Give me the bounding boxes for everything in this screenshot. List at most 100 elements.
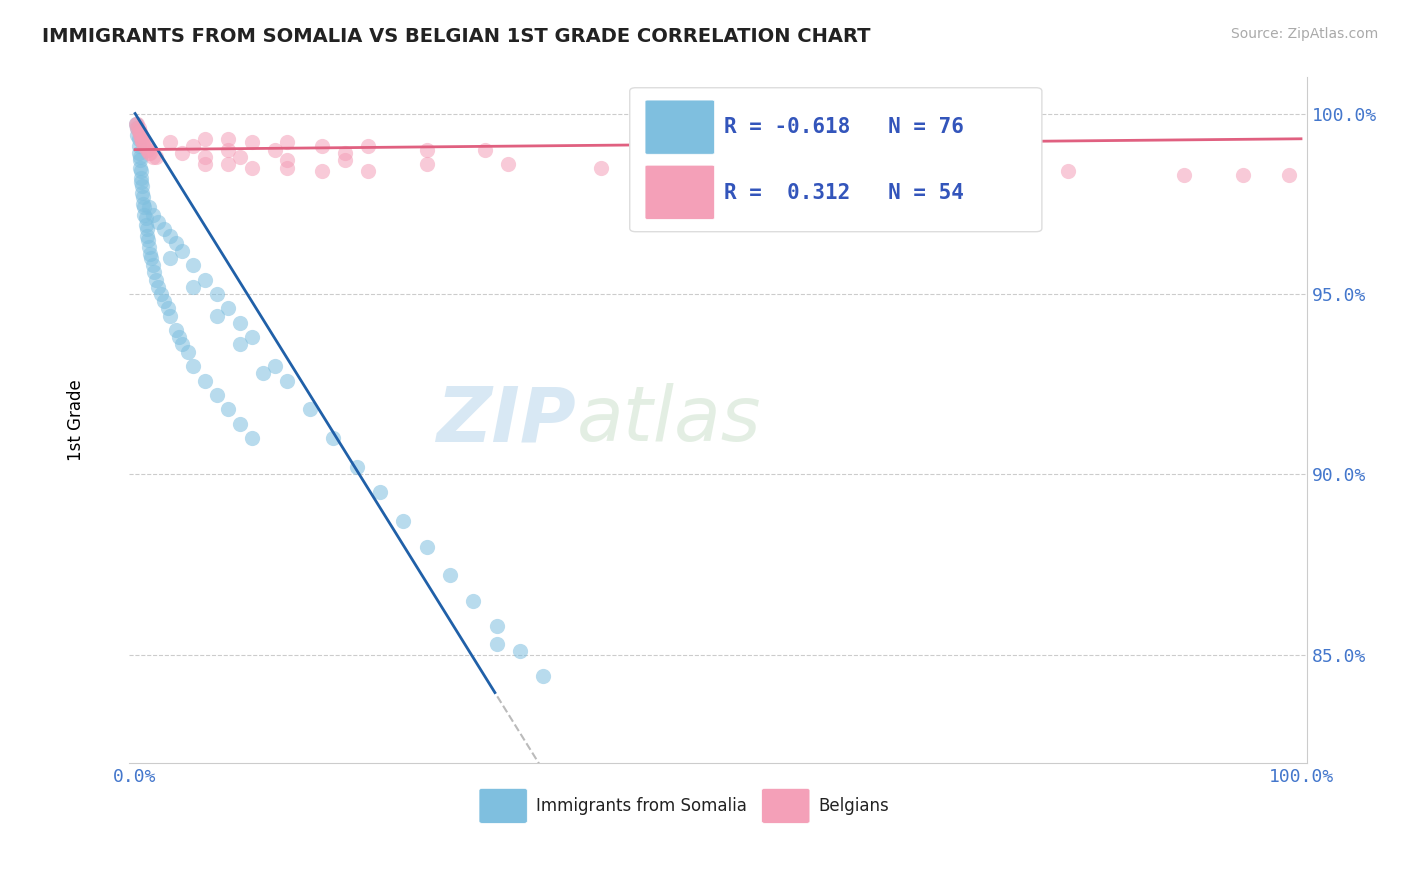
Point: [205, 287, 228, 301]
Point: [194, 150, 217, 164]
Point: [128, 128, 150, 143]
Point: [276, 161, 298, 175]
Point: [415, 143, 437, 157]
Point: [415, 540, 437, 554]
Point: [134, 139, 156, 153]
Point: [217, 402, 239, 417]
Point: [165, 323, 187, 337]
Point: [129, 171, 152, 186]
Point: [159, 229, 181, 244]
Point: [138, 146, 160, 161]
FancyBboxPatch shape: [645, 100, 714, 154]
Point: [159, 309, 181, 323]
Point: [128, 146, 150, 161]
Point: [138, 200, 160, 214]
Point: [439, 568, 461, 582]
Point: [264, 143, 287, 157]
Point: [264, 359, 287, 373]
Point: [142, 258, 165, 272]
Point: [346, 460, 368, 475]
Point: [531, 669, 554, 683]
Point: [194, 374, 217, 388]
Point: [463, 593, 485, 607]
Point: [485, 619, 508, 633]
Point: [170, 244, 193, 258]
Point: [138, 240, 160, 254]
Point: [135, 139, 157, 153]
Point: [142, 150, 165, 164]
Point: [132, 189, 155, 203]
Point: [311, 164, 333, 178]
Point: [194, 272, 217, 286]
Point: [298, 402, 321, 417]
Point: [276, 136, 298, 150]
Text: IMMIGRANTS FROM SOMALIA VS BELGIAN 1ST GRADE CORRELATION CHART: IMMIGRANTS FROM SOMALIA VS BELGIAN 1ST G…: [42, 27, 870, 45]
Point: [142, 265, 165, 279]
Point: [217, 143, 239, 157]
Point: [176, 344, 198, 359]
Point: [229, 337, 252, 351]
Point: [129, 175, 152, 189]
Point: [129, 164, 152, 178]
Point: [1232, 168, 1254, 182]
Point: [229, 417, 252, 431]
Point: [127, 120, 149, 135]
Point: [276, 374, 298, 388]
Point: [217, 301, 239, 316]
FancyBboxPatch shape: [762, 789, 810, 823]
Point: [217, 157, 239, 171]
Point: [153, 294, 176, 309]
Point: [229, 150, 252, 164]
Point: [205, 309, 228, 323]
Point: [194, 157, 217, 171]
Point: [127, 128, 149, 143]
Point: [240, 161, 263, 175]
Point: [183, 359, 205, 373]
Text: R =  0.312   N = 54: R = 0.312 N = 54: [724, 183, 965, 202]
Point: [132, 196, 155, 211]
Point: [149, 287, 172, 301]
Point: [142, 208, 165, 222]
Point: [240, 330, 263, 344]
Text: Immigrants from Somalia: Immigrants from Somalia: [536, 797, 747, 814]
Point: [128, 132, 150, 146]
Point: [135, 229, 157, 244]
Point: [128, 153, 150, 168]
Point: [131, 186, 153, 200]
Point: [127, 117, 149, 131]
Text: R = -0.618   N = 76: R = -0.618 N = 76: [724, 117, 965, 136]
Point: [134, 200, 156, 214]
Point: [165, 236, 187, 251]
Point: [357, 139, 380, 153]
Text: atlas: atlas: [576, 384, 761, 458]
Point: [141, 251, 163, 265]
Point: [128, 150, 150, 164]
Point: [132, 136, 155, 150]
Point: [392, 514, 415, 528]
Point: [509, 644, 531, 658]
Point: [159, 136, 181, 150]
Point: [824, 164, 846, 178]
Point: [252, 367, 274, 381]
Point: [129, 132, 152, 146]
Text: Source: ZipAtlas.com: Source: ZipAtlas.com: [1230, 27, 1378, 41]
Point: [128, 124, 150, 138]
Text: ZIP: ZIP: [437, 384, 576, 458]
Point: [941, 164, 963, 178]
Point: [333, 146, 356, 161]
Point: [159, 251, 181, 265]
Point: [1278, 168, 1301, 182]
Text: 1st Grade: 1st Grade: [67, 379, 86, 461]
Point: [205, 388, 228, 402]
Point: [240, 136, 263, 150]
Point: [217, 132, 239, 146]
Point: [136, 233, 159, 247]
Point: [591, 161, 613, 175]
Point: [129, 128, 152, 143]
Point: [127, 120, 149, 135]
Point: [333, 153, 356, 168]
Point: [183, 139, 205, 153]
Point: [229, 316, 252, 330]
Point: [415, 157, 437, 171]
Point: [311, 139, 333, 153]
